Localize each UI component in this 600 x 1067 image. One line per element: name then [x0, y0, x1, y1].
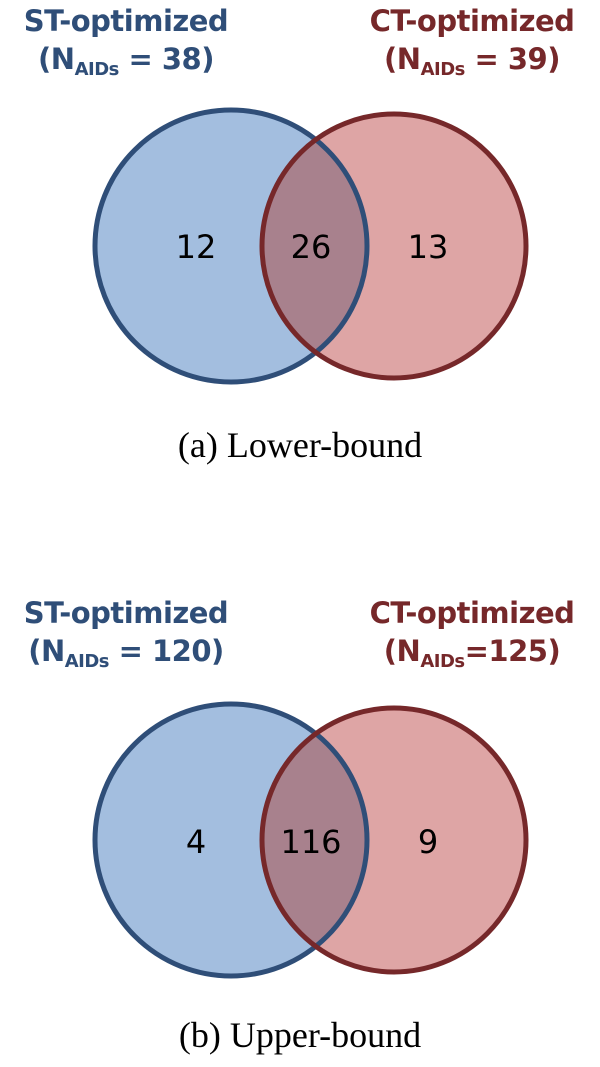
- intersection-count: 26: [291, 228, 332, 266]
- venn-diagram: 12 26 13: [92, 107, 529, 385]
- left-set-title: ST-optimized (NAIDs = 38): [0, 2, 256, 80]
- st-optimized-outline: [92, 107, 370, 385]
- panel-caption: (a) Lower-bound: [177, 425, 423, 465]
- right-set-title: CT-optimized (NAIDs = 39): [342, 2, 600, 80]
- st-only-count: 12: [176, 228, 217, 266]
- ct-only-count: 9: [418, 823, 438, 861]
- left-set-name: ST-optimized: [23, 596, 229, 630]
- ct-optimized-outline: [259, 705, 529, 975]
- left-set-title: ST-optimized (NAIDs = 120): [0, 594, 256, 672]
- intersection-region: [262, 708, 367, 972]
- left-set-count: (NAIDs = 120): [28, 634, 224, 672]
- right-set-count: (NAIDs = 39): [384, 42, 560, 80]
- venn-panel-lower-bound: ST-optimized (NAIDs = 38) CT-optimized (…: [0, 0, 600, 500]
- ct-optimized-outline: [259, 111, 529, 381]
- right-set-name: CT-optimized: [369, 4, 575, 38]
- right-set-count: (NAIDs=125): [383, 634, 561, 672]
- venn-panel-upper-bound: ST-optimized (NAIDs = 120) CT-optimized …: [0, 590, 600, 1067]
- ct-only-count: 13: [408, 228, 449, 266]
- left-set-count: (NAIDs = 38): [38, 42, 214, 80]
- panel-caption: (b) Upper-bound: [178, 1015, 422, 1055]
- venn-diagram: 4 116 9: [92, 701, 529, 979]
- right-set-name: CT-optimized: [369, 596, 575, 630]
- st-only-count: 4: [186, 823, 206, 861]
- left-set-name: ST-optimized: [23, 4, 229, 38]
- st-optimized-outline: [92, 701, 370, 979]
- intersection-region: [262, 114, 367, 378]
- intersection-count: 116: [280, 823, 341, 861]
- right-set-title: CT-optimized (NAIDs=125): [342, 594, 600, 672]
